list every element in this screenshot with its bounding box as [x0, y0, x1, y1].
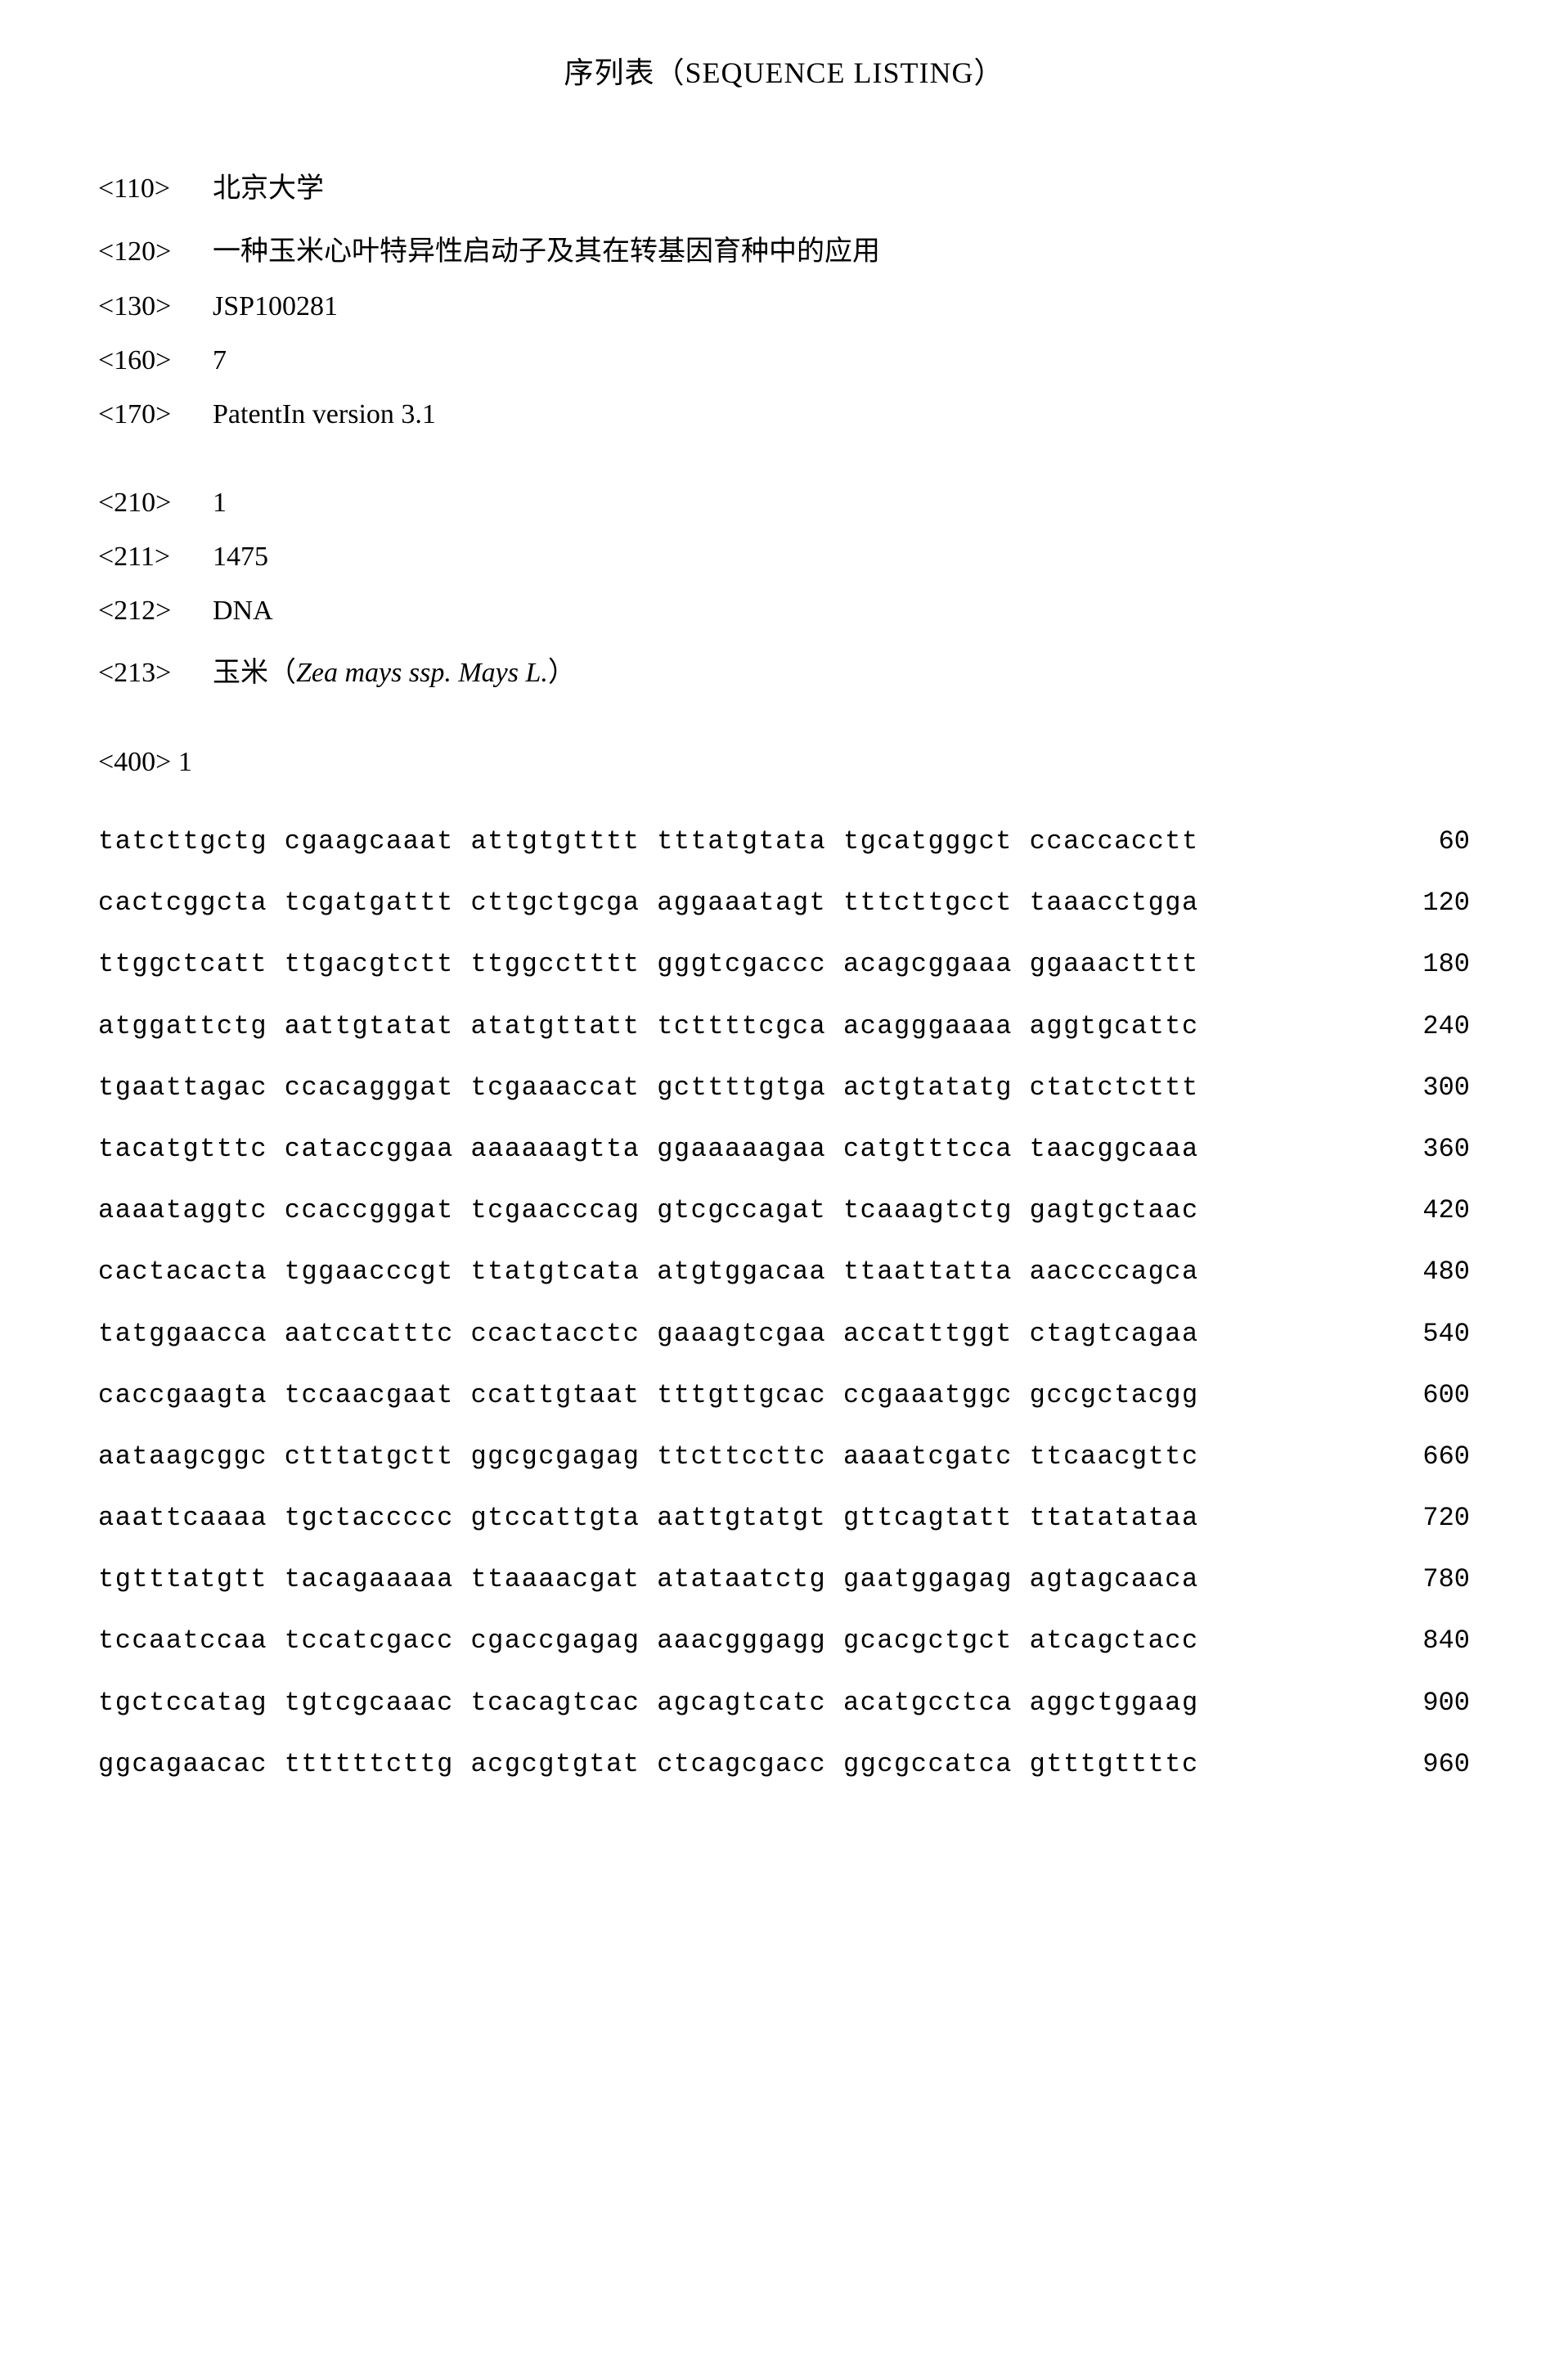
seq-type-value: DNA	[213, 596, 273, 627]
sequence-position: 360	[1390, 1118, 1470, 1180]
sequence-text: tatcttgctg cgaagcaaat attgtgtttt tttatgt…	[98, 811, 1199, 872]
file-ref-row: <130> JSP100281	[98, 291, 1470, 322]
sequence-text: ttggctcatt ttgacgtctt ttggcctttt gggtcga…	[98, 933, 1199, 995]
sequence-line: atggattctg aattgtatat atatgttatt tcttttc…	[98, 996, 1470, 1057]
sequence-position: 180	[1390, 933, 1470, 995]
sequence-header-section: <210> 1 <211> 1475 <212> DNA <213> 玉米（Ze…	[98, 488, 1470, 690]
sequence-text: tgtttatgtt tacagaaaaa ttaaaacgat atataat…	[98, 1549, 1199, 1610]
file-ref-value: JSP100281	[213, 291, 338, 322]
sequence-block: tatcttgctg cgaagcaaat attgtgtttt tttatgt…	[98, 811, 1470, 1795]
sequence-text: cactacacta tggaacccgt ttatgtcata atgtgga…	[98, 1241, 1199, 1302]
seq-400-value: 1	[178, 747, 192, 777]
applicant-row: <110> 北京大学	[98, 165, 1470, 205]
sequence-line: tccaatccaa tccatcgacc cgaccgagag aaacggg…	[98, 1610, 1470, 1671]
sequence-text: aataagcggc ctttatgctt ggcgcgagag ttcttcc…	[98, 1426, 1199, 1487]
sequence-line: ttggctcatt ttgacgtctt ttggcctttt gggtcga…	[98, 933, 1470, 995]
num-seq-tag: <160>	[98, 345, 213, 376]
sequence-position: 300	[1390, 1057, 1470, 1118]
seq-id-row: <210> 1	[98, 488, 1470, 519]
num-seq-row: <160> 7	[98, 345, 1470, 376]
sequence-text: tccaatccaa tccatcgacc cgaccgagag aaacggg…	[98, 1610, 1199, 1671]
sequence-line: tgtttatgtt tacagaaaaa ttaaaacgat atataat…	[98, 1549, 1470, 1610]
sequence-line: cactcggcta tcgatgattt cttgctgcga aggaaat…	[98, 872, 1470, 933]
sequence-position: 540	[1390, 1303, 1470, 1365]
file-ref-tag: <130>	[98, 291, 213, 322]
seq-id-tag: <210>	[98, 488, 213, 519]
seq-type-row: <212> DNA	[98, 596, 1470, 627]
sequence-text: caccgaagta tccaacgaat ccattgtaat tttgttg…	[98, 1365, 1199, 1426]
invention-title-value: 一种玉米心叶特异性启动子及其在转基因育种中的应用	[213, 228, 880, 268]
sequence-text: tgctccatag tgtcgcaaac tcacagtcac agcagtc…	[98, 1672, 1199, 1733]
sequence-position: 240	[1390, 996, 1470, 1057]
sequence-text: tacatgtttc cataccggaa aaaaaagtta ggaaaaa…	[98, 1118, 1199, 1180]
sequence-position: 960	[1390, 1733, 1470, 1795]
listing-header-section: <110> 北京大学 <120> 一种玉米心叶特异性启动子及其在转基因育种中的应…	[98, 165, 1470, 430]
sequence-text: cactcggcta tcgatgattt cttgctgcga aggaaat…	[98, 872, 1199, 933]
sequence-line: tatcttgctg cgaagcaaat attgtgtttt tttatgt…	[98, 811, 1470, 872]
seq-organism-tag: <213>	[98, 658, 213, 689]
seq-length-row: <211> 1475	[98, 542, 1470, 573]
invention-title-tag: <120>	[98, 236, 213, 268]
sequence-line: caccgaagta tccaacgaat ccattgtaat tttgttg…	[98, 1365, 1470, 1426]
seq-400-row: <400> 1	[98, 747, 1470, 778]
sequence-position: 120	[1390, 872, 1470, 933]
software-row: <170> PatentIn version 3.1	[98, 399, 1470, 430]
seq-organism-row: <213> 玉米（Zea mays ssp. Mays L.）	[98, 650, 1470, 690]
sequence-position: 600	[1390, 1365, 1470, 1426]
seq-id-value: 1	[213, 488, 227, 519]
page-title: 序列表（SEQUENCE LISTING）	[98, 49, 1470, 92]
sequence-text: aaattcaaaa tgctaccccc gtccattgta aattgta…	[98, 1487, 1199, 1549]
organism-suffix: ）	[548, 658, 576, 688]
sequence-line: tgctccatag tgtcgcaaac tcacagtcac agcagtc…	[98, 1672, 1470, 1733]
organism-latin: Zea mays ssp. Mays L.	[296, 658, 548, 688]
sequence-position: 420	[1390, 1180, 1470, 1241]
seq-length-tag: <211>	[98, 542, 213, 573]
sequence-line: ggcagaacac ttttttcttg acgcgtgtat ctcagcg…	[98, 1733, 1470, 1795]
sequence-text: aaaataggtc ccaccgggat tcgaacccag gtcgcca…	[98, 1180, 1199, 1241]
sequence-position: 480	[1390, 1241, 1470, 1302]
applicant-value: 北京大学	[213, 165, 324, 205]
num-seq-value: 7	[213, 345, 227, 376]
sequence-position: 840	[1390, 1610, 1470, 1671]
seq-type-tag: <212>	[98, 596, 213, 627]
sequence-text: atggattctg aattgtatat atatgttatt tcttttc…	[98, 996, 1199, 1057]
seq-organism-value: 玉米（Zea mays ssp. Mays L.）	[213, 650, 576, 690]
sequence-position: 60	[1396, 811, 1470, 872]
sequence-line: tatggaacca aatccatttc ccactacctc gaaagtc…	[98, 1303, 1470, 1365]
sequence-line: aaaataggtc ccaccgggat tcgaacccag gtcgcca…	[98, 1180, 1470, 1241]
sequence-line: cactacacta tggaacccgt ttatgtcata atgtgga…	[98, 1241, 1470, 1302]
invention-title-row: <120> 一种玉米心叶特异性启动子及其在转基因育种中的应用	[98, 228, 1470, 268]
sequence-line: aaattcaaaa tgctaccccc gtccattgta aattgta…	[98, 1487, 1470, 1549]
organism-prefix: 玉米（	[213, 658, 296, 688]
sequence-position: 720	[1390, 1487, 1470, 1549]
sequence-text: tatggaacca aatccatttc ccactacctc gaaagtc…	[98, 1303, 1199, 1365]
sequence-line: tgaattagac ccacagggat tcgaaaccat gcttttg…	[98, 1057, 1470, 1118]
sequence-line: aataagcggc ctttatgctt ggcgcgagag ttcttcc…	[98, 1426, 1470, 1487]
sequence-position: 900	[1390, 1672, 1470, 1733]
sequence-position: 780	[1390, 1549, 1470, 1610]
software-value: PatentIn version 3.1	[213, 399, 436, 430]
applicant-tag: <110>	[98, 173, 213, 205]
sequence-text: tgaattagac ccacagggat tcgaaaccat gcttttg…	[98, 1057, 1199, 1118]
seq-length-value: 1475	[213, 542, 268, 573]
sequence-text: ggcagaacac ttttttcttg acgcgtgtat ctcagcg…	[98, 1733, 1199, 1795]
software-tag: <170>	[98, 399, 213, 430]
sequence-position: 660	[1390, 1426, 1470, 1487]
seq-400-tag: <400>	[98, 747, 171, 777]
sequence-line: tacatgtttc cataccggaa aaaaaagtta ggaaaaa…	[98, 1118, 1470, 1180]
